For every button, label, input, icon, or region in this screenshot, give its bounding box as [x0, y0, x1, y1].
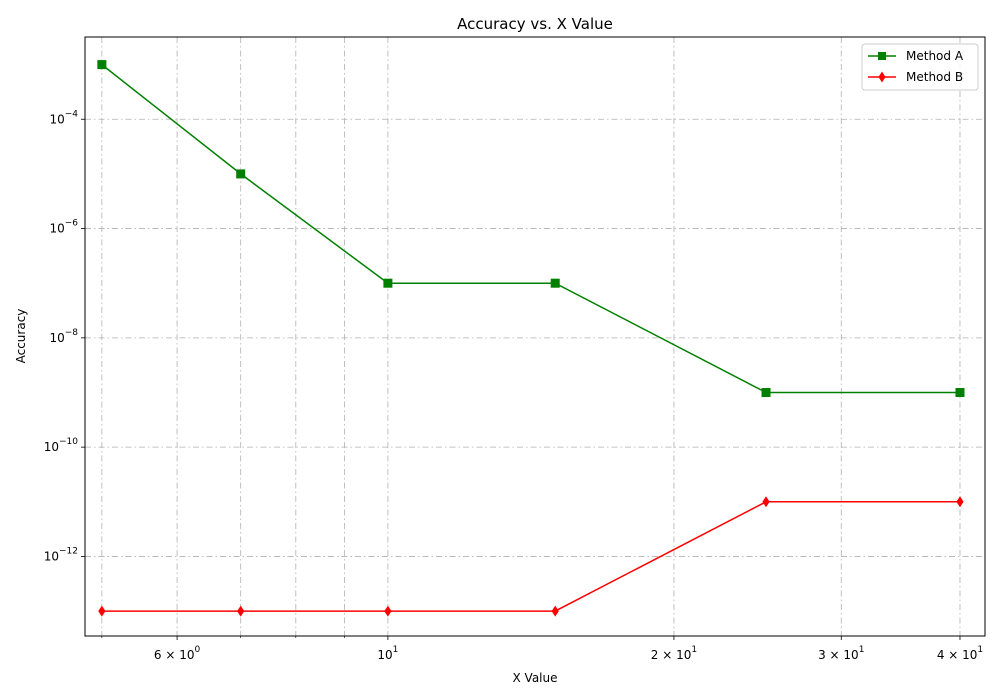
y-tick-label: 10−10 — [44, 437, 79, 454]
data-point-method-b — [762, 496, 770, 508]
y-tick-label: 10−12 — [44, 546, 78, 563]
y-tick-label: 10−4 — [49, 109, 78, 126]
data-point-method-a — [383, 278, 393, 288]
series-layer — [97, 60, 965, 617]
data-point-method-a — [761, 387, 771, 397]
series-line-method-a — [101, 64, 960, 394]
data-point-method-a — [955, 387, 965, 397]
legend-label-method-b: Method B — [906, 70, 963, 84]
y-axis-label: Accuracy — [14, 309, 28, 364]
data-point-method-a — [550, 278, 560, 288]
data-point-method-b — [98, 605, 106, 617]
data-point-method-b — [956, 496, 964, 508]
legend-marker-method-b — [878, 71, 886, 83]
x-tick-label: 101 — [377, 645, 398, 662]
x-tick-label: 2 × 101 — [651, 645, 697, 662]
data-point-method-b — [551, 605, 559, 617]
chart-title: Accuracy vs. X Value — [457, 15, 613, 33]
legend-label-method-a: Method A — [906, 49, 964, 63]
y-tick-label: 10−6 — [49, 219, 78, 236]
legend: Method A Method B — [861, 43, 979, 91]
x-axis-label: X Value — [513, 671, 558, 685]
series-line-method-b — [101, 501, 960, 612]
x-tick-label: 3 × 101 — [818, 645, 864, 662]
x-tick-label: 4 × 101 — [937, 645, 983, 662]
data-point-method-b — [384, 605, 392, 617]
axis-ticks: 10−4 10−6 10−8 10−10 10−12 6 × 100 101 2 × 101 3… — [44, 109, 983, 662]
data-point-method-a — [236, 169, 246, 179]
grid-lines — [85, 37, 985, 636]
legend-marker-method-a — [878, 52, 886, 60]
data-point-method-a — [97, 60, 107, 70]
data-point-method-b — [237, 605, 245, 617]
x-tick-label: 6 × 100 — [154, 645, 201, 662]
y-tick-label: 10−8 — [49, 328, 78, 345]
plot-frame — [84, 36, 986, 637]
